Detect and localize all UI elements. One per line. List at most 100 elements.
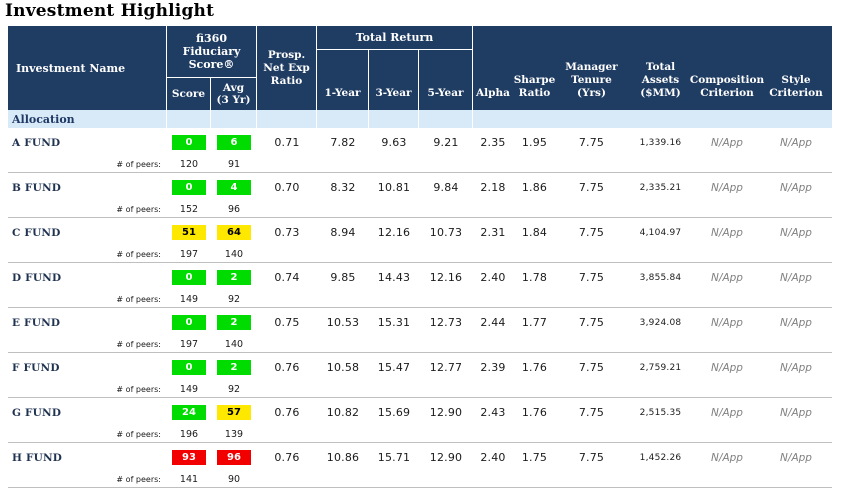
return-5yr-value: 12.73 bbox=[429, 316, 463, 329]
header-5-year: 5-Year bbox=[427, 87, 464, 99]
sharpe-value: 1.76 bbox=[521, 406, 548, 419]
avg-score-chip: 6 bbox=[217, 135, 251, 150]
score-cell: 0 bbox=[167, 263, 211, 292]
header-investment-name: Investment Name bbox=[8, 26, 167, 110]
return-5yr-value: 9.21 bbox=[433, 136, 459, 149]
return-3yr-value: 15.71 bbox=[377, 451, 411, 464]
exp-ratio-value: 0.76 bbox=[274, 451, 300, 464]
fund-name: B FUND bbox=[12, 181, 62, 194]
peers-label: # of peers: bbox=[116, 430, 161, 439]
peers-avg-count: 91 bbox=[227, 159, 241, 170]
peers-score-count: 152 bbox=[179, 204, 199, 215]
peers-score-count: 197 bbox=[179, 249, 199, 260]
peers-avg-count: 140 bbox=[224, 339, 244, 350]
avg-score-chip: 2 bbox=[217, 315, 251, 330]
fund-row: B FUND 0 4 0.70 8.32 10.81 9.84 2.18 1.8… bbox=[8, 173, 832, 218]
alpha-value: 2.35 bbox=[480, 136, 506, 149]
sharpe-value: 1.95 bbox=[521, 136, 548, 149]
score-cell: 0 bbox=[167, 353, 211, 382]
exp-ratio-value: 0.71 bbox=[274, 136, 300, 149]
return-3yr-value: 14.43 bbox=[377, 271, 411, 284]
peers-avg-count: 92 bbox=[227, 294, 241, 305]
header-group-fi360: fi360 Fiduciary Score® Score Avg (3 Yr) bbox=[167, 26, 257, 110]
style-value: N/App bbox=[780, 226, 812, 239]
return-1yr-value: 10.86 bbox=[326, 451, 360, 464]
avg-score-cell: 6 bbox=[211, 128, 257, 157]
sharpe-value: 1.75 bbox=[521, 451, 548, 464]
peers-avg-count: 96 bbox=[227, 204, 241, 215]
alpha-value: 2.43 bbox=[480, 406, 506, 419]
style-value: N/App bbox=[780, 406, 812, 419]
score-cell: 93 bbox=[167, 443, 211, 472]
header-sharpe-ratio: Sharpe Ratio bbox=[513, 74, 556, 99]
avg-score-cell: 96 bbox=[211, 443, 257, 472]
alpha-value: 2.39 bbox=[480, 361, 506, 374]
peers-avg-count: 90 bbox=[227, 474, 241, 485]
score-chip: 0 bbox=[172, 360, 206, 375]
peers-score-count: 149 bbox=[179, 294, 199, 305]
exp-ratio-value: 0.70 bbox=[274, 181, 300, 194]
assets-value: 1,452.26 bbox=[639, 452, 682, 463]
score-chip: 51 bbox=[172, 225, 206, 240]
header-alpha: Alpha bbox=[476, 87, 510, 99]
avg-score-chip: 64 bbox=[217, 225, 251, 240]
assets-value: 3,855.84 bbox=[639, 272, 682, 283]
fund-name: C FUND bbox=[12, 226, 61, 239]
avg-score-chip: 4 bbox=[217, 180, 251, 195]
score-cell: 24 bbox=[167, 398, 211, 427]
score-cell: 0 bbox=[167, 308, 211, 337]
peers-label: # of peers: bbox=[116, 340, 161, 349]
section-row-allocation: Allocation bbox=[8, 110, 832, 128]
score-cell: 0 bbox=[167, 128, 211, 157]
assets-value: 3,924.08 bbox=[639, 317, 682, 328]
tenure-value: 7.75 bbox=[578, 271, 605, 284]
return-5yr-value: 9.84 bbox=[433, 181, 459, 194]
tenure-value: 7.75 bbox=[578, 361, 605, 374]
sharpe-value: 1.86 bbox=[521, 181, 548, 194]
return-1yr-value: 10.53 bbox=[326, 316, 360, 329]
return-3yr-value: 15.47 bbox=[377, 361, 411, 374]
sharpe-value: 1.84 bbox=[521, 226, 548, 239]
return-3yr-value: 10.81 bbox=[377, 181, 411, 194]
assets-value: 2,759.21 bbox=[639, 362, 682, 373]
return-5yr-value: 12.90 bbox=[429, 406, 463, 419]
return-5yr-value: 12.90 bbox=[429, 451, 463, 464]
style-value: N/App bbox=[780, 361, 812, 374]
fund-row: A FUND 0 6 0.71 7.82 9.63 9.21 2.35 1.95… bbox=[8, 128, 832, 173]
style-value: N/App bbox=[780, 451, 812, 464]
exp-ratio-value: 0.73 bbox=[274, 226, 300, 239]
peers-label: # of peers: bbox=[116, 205, 161, 214]
avg-score-cell: 2 bbox=[211, 308, 257, 337]
fund-row: G FUND 24 57 0.76 10.82 15.69 12.90 2.43… bbox=[8, 398, 832, 443]
tenure-value: 7.75 bbox=[578, 406, 605, 419]
exp-ratio-value: 0.76 bbox=[274, 361, 300, 374]
fund-row: H FUND 93 96 0.76 10.86 15.71 12.90 2.40… bbox=[8, 443, 832, 488]
header-total-assets: Total Assets ($MM) bbox=[640, 61, 681, 99]
header-3-year: 3-Year bbox=[369, 50, 419, 110]
sharpe-value: 1.78 bbox=[521, 271, 548, 284]
exp-ratio-value: 0.74 bbox=[274, 271, 300, 284]
score-chip: 0 bbox=[172, 180, 206, 195]
header-total-return-label: Total Return bbox=[317, 26, 472, 50]
assets-value: 4,104.97 bbox=[639, 227, 682, 238]
fund-name: H FUND bbox=[12, 451, 63, 464]
section-label: Allocation bbox=[8, 110, 167, 128]
assets-value: 1,339.16 bbox=[639, 137, 682, 148]
peers-score-count: 149 bbox=[179, 384, 199, 395]
alpha-value: 2.18 bbox=[480, 181, 506, 194]
fund-name: E FUND bbox=[12, 316, 61, 329]
avg-score-cell: 64 bbox=[211, 218, 257, 247]
peers-score-count: 196 bbox=[179, 429, 199, 440]
header-net-exp-ratio: Prosp. Net Exp Ratio bbox=[257, 26, 317, 110]
composition-value: N/App bbox=[711, 406, 743, 419]
tenure-value: 7.75 bbox=[578, 316, 605, 329]
fund-row: D FUND 0 2 0.74 9.85 14.43 12.16 2.40 1.… bbox=[8, 263, 832, 308]
return-5yr-value: 12.77 bbox=[429, 361, 463, 374]
return-1yr-value: 10.58 bbox=[326, 361, 360, 374]
score-chip: 0 bbox=[172, 135, 206, 150]
header-1-year: 1-Year bbox=[317, 50, 369, 110]
return-5yr-value: 12.16 bbox=[429, 271, 463, 284]
return-3yr-value: 9.63 bbox=[381, 136, 407, 149]
header-manager-tenure: Manager Tenure (Yrs) bbox=[565, 61, 618, 99]
composition-value: N/App bbox=[711, 181, 743, 194]
